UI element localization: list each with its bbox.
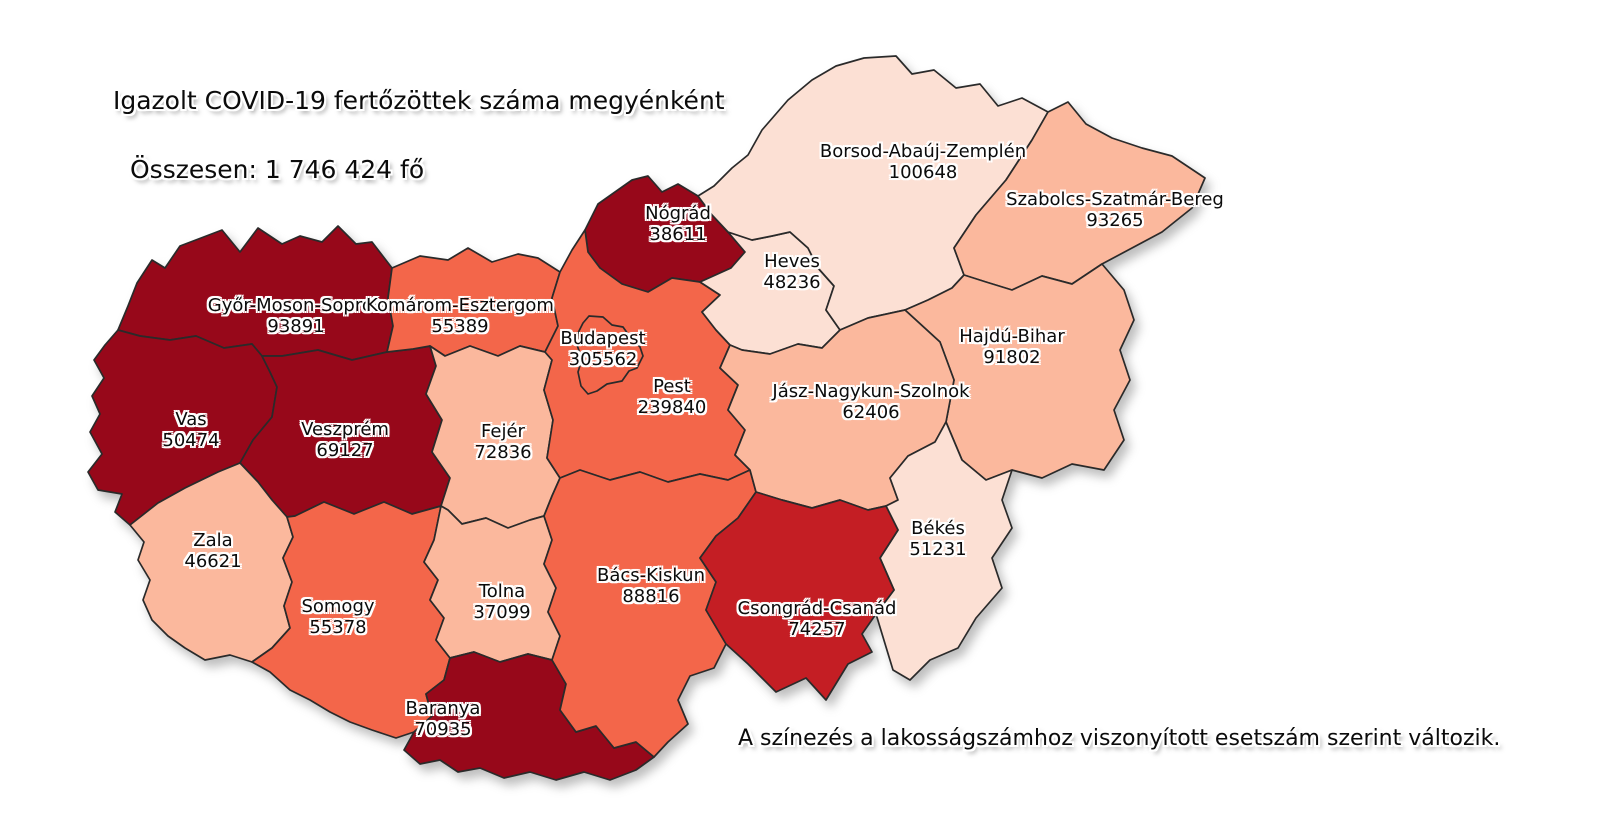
county-label-csongrad-csanad: Csongrád-Csanád 74257 <box>738 598 897 640</box>
county-value: 93891 <box>267 316 325 337</box>
county-label-somogy: Somogy 55378 <box>301 596 374 638</box>
county-name: Pest <box>653 376 691 397</box>
county-name: Fejér <box>481 421 525 442</box>
county-value: 50474 <box>162 430 220 451</box>
county-label-tolna: Tolna 37099 <box>473 581 530 623</box>
county-label-bekes: Békés 51231 <box>909 518 966 560</box>
county-value: 93265 <box>1086 210 1144 231</box>
county-label-hajdu-bihar: Hajdú-Bihar 91802 <box>959 326 1064 368</box>
county-label-baranya: Baranya 70935 <box>406 698 481 740</box>
county-label-pest: Pest 239840 <box>638 376 707 418</box>
county-name: Csongrád-Csanád <box>737 598 897 619</box>
county-value: 72836 <box>474 442 532 463</box>
county-value: 46621 <box>184 551 242 572</box>
county-name: Heves <box>764 251 820 272</box>
county-value: 70935 <box>414 719 472 740</box>
county-value: 51231 <box>909 539 967 560</box>
county-value: 91802 <box>983 347 1041 368</box>
county-name: Nógrád <box>645 203 711 224</box>
county-shape-csongrad-csanad <box>699 491 899 701</box>
county-name: Zala <box>193 530 233 551</box>
county-label-fejer: Fejér 72836 <box>474 421 531 463</box>
county-name: Szabolcs-Szatmár-Bereg <box>1006 189 1224 210</box>
county-shape-baranya <box>403 651 655 781</box>
county-label-borsod-abauj-zemplen: Borsod-Abaúj-Zemplén 100648 <box>820 141 1026 183</box>
county-value: 88816 <box>622 586 680 607</box>
county-label-szabolcs-szatmar-bereg: Szabolcs-Szatmár-Bereg 93265 <box>1006 189 1224 231</box>
total-count-label: Összesen: 1 746 424 fő <box>130 155 425 184</box>
county-label-heves: Heves 48236 <box>763 251 820 293</box>
county-shape-budapest <box>576 315 644 395</box>
county-label-budapest: Budapest 305562 <box>560 328 645 370</box>
county-name: Baranya <box>405 698 481 719</box>
county-value: 48236 <box>763 272 821 293</box>
county-value: 239840 <box>637 397 707 418</box>
county-value: 62406 <box>842 402 900 423</box>
county-value: 69127 <box>316 440 374 461</box>
county-shape-bacs-kiskun <box>543 469 757 758</box>
county-value: 305562 <box>568 349 638 370</box>
county-value: 37099 <box>473 602 531 623</box>
county-name: Komárom-Esztergom <box>366 295 554 316</box>
county-label-komarom-esztergom: Komárom-Esztergom 55389 <box>366 295 554 337</box>
page-title: Igazolt COVID-19 fertőzöttek száma megyé… <box>113 86 725 115</box>
county-label-nograd: Nógrád 38611 <box>645 203 711 245</box>
county-name: Tolna <box>478 581 526 602</box>
county-name: Hajdú-Bihar <box>959 326 1065 347</box>
county-value: 100648 <box>888 162 958 183</box>
county-name: Somogy <box>301 596 375 617</box>
county-label-jasz-nagykun-szolnok: Jász-Nagykun-Szolnok 62406 <box>772 381 969 423</box>
county-label-zala: Zala 46621 <box>184 530 241 572</box>
county-name: Békés <box>911 518 965 539</box>
county-name: Borsod-Abaúj-Zemplén <box>819 141 1027 162</box>
county-name: Győr-Moson-Sopron <box>207 295 385 316</box>
county-label-veszprem: Veszprém 69127 <box>301 419 389 461</box>
county-name: Veszprém <box>301 419 389 440</box>
county-value: 38611 <box>649 224 707 245</box>
county-label-gyor-moson-sopron: Győr-Moson-Sopron 93891 <box>208 295 384 337</box>
county-name: Jász-Nagykun-Szolnok <box>772 381 970 402</box>
county-value: 55378 <box>309 617 367 638</box>
county-value: 74257 <box>788 619 846 640</box>
county-name: Vas <box>175 409 207 430</box>
county-value: 55389 <box>431 316 489 337</box>
county-label-vas: Vas 50474 <box>162 409 219 451</box>
county-label-bacs-kiskun: Bács-Kiskun 88816 <box>597 565 705 607</box>
county-name: Budapest <box>560 328 646 349</box>
color-scale-footnote: A színezés a lakosságszámhoz viszonyítot… <box>738 726 1501 751</box>
county-name: Bács-Kiskun <box>596 565 706 586</box>
